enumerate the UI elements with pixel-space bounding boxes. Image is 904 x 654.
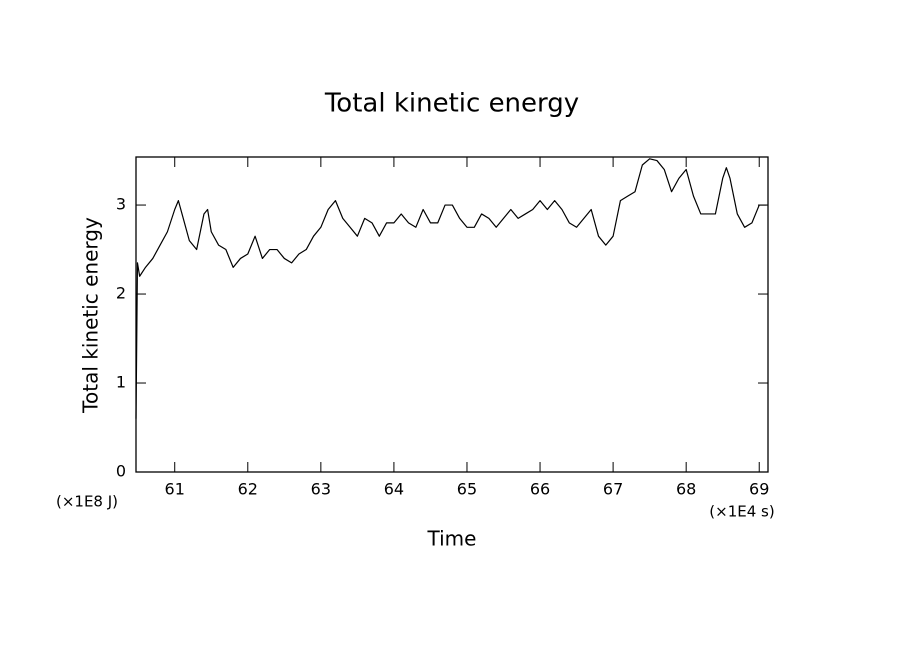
y-tick-label: 3 [116,195,126,214]
x-tick-label: 66 [530,480,550,499]
chart-title: Total kinetic energy [324,89,579,119]
y-tick-label: 1 [116,373,126,392]
x-tick-label: 62 [238,480,258,499]
x-tick-label: 67 [603,480,623,499]
x-axis-label: Time [427,527,477,551]
y-unit: (×1E8 J) [56,493,118,511]
y-tick-label: 2 [116,284,126,303]
y-axis-label: Total kinetic energy [79,217,103,414]
x-tick-label: 63 [311,480,331,499]
x-tick-label: 61 [165,480,185,499]
x-unit: (×1E4 s) [709,503,774,521]
y-tick-label: 0 [116,462,126,481]
x-tick-label: 68 [676,480,696,499]
data-line [135,158,767,419]
x-tick-label: 64 [384,480,404,499]
x-tick-label: 65 [457,480,477,499]
plot-frame [135,156,769,473]
x-tick-label: 69 [749,480,769,499]
